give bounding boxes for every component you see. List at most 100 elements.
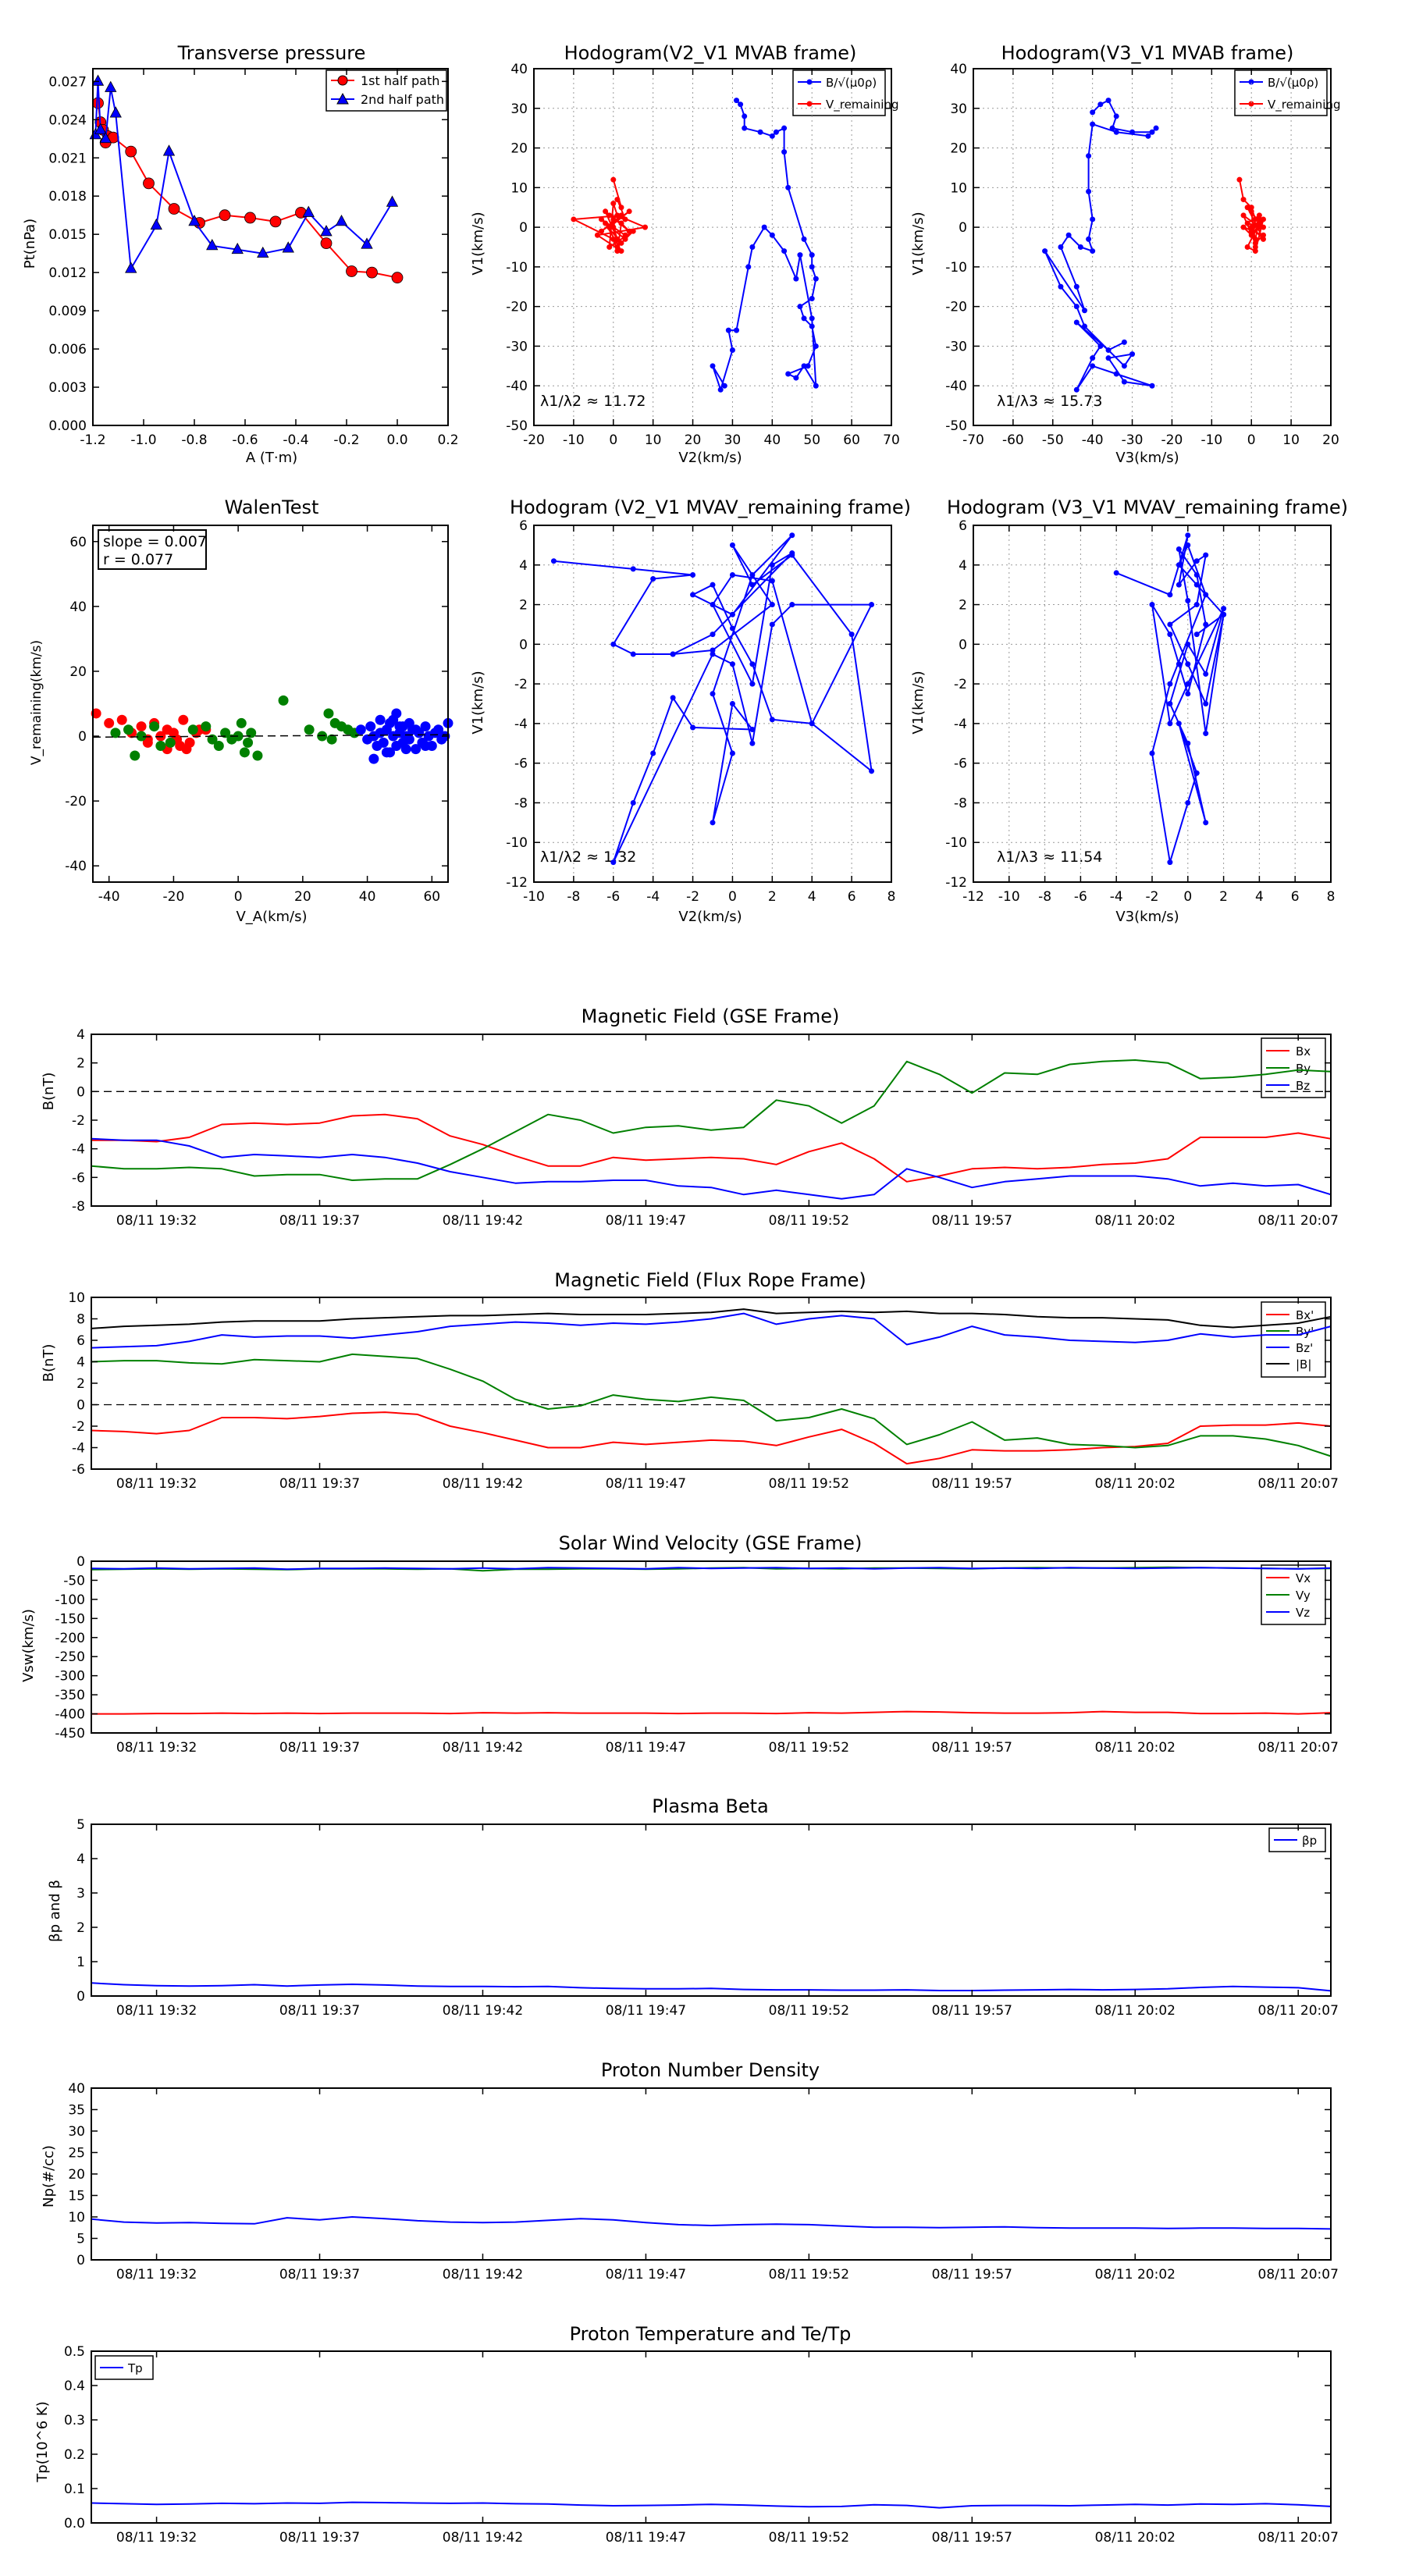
hodo1-xlabel: V2(km/s) [678,450,742,466]
transverse-series-1-point [320,237,333,250]
hodo1-series-1-point [809,323,815,329]
vsw-x-tick-label: 08/11 20:07 [1258,1740,1339,1756]
hodo1-x-tick-label: 40 [764,432,781,448]
transverse-series-2-point [109,106,122,118]
hodo2-series-2-point [1240,197,1247,203]
tp-x-tick-label: 08/11 20:02 [1095,2530,1176,2546]
hodo1-legend-2: V_remaining [826,98,899,112]
tp-x-tick-label: 08/11 19:42 [443,2530,523,2546]
hodo4-series-1-point [1203,592,1209,598]
transverse-series-1-point [168,203,180,215]
hodo1-series-1-point [729,347,735,354]
hodo3-x-tick-label: -8 [567,889,580,905]
hodo2-x-tick-label: 20 [1322,432,1339,448]
hodo3-series-1-point [749,740,756,746]
transverse-y-tick-label: 0.018 [48,189,87,205]
tp-x-tick-label: 08/11 19:57 [932,2530,1012,2546]
hodo3-series-1-point [729,611,735,617]
hodo1-series-1-point [742,125,748,131]
hodo2-series-2-point [1236,176,1243,183]
hodo4-series-1-point [1193,558,1200,564]
beta-y-tick-label: 4 [76,1852,85,1867]
bgse-series-2-line [91,1059,1332,1181]
hodo1-series-1-point [785,371,791,377]
hodo4-x-tick-label: -8 [1038,889,1051,905]
hodo2-series-1-point [1105,347,1112,354]
walen-x-tick-label: 20 [294,889,311,905]
hodo2-series-1-point [1113,129,1119,135]
walen-series-2-point [220,728,231,738]
walen-y-tick-label: -20 [65,794,87,809]
hodo4-x-tick-label: -6 [1074,889,1087,905]
hodo1-y-tick-label: 30 [510,101,528,117]
hodo3-series-1-point [690,571,696,578]
hodo4-series-1-point [1149,750,1155,756]
bgse-series-1-line [91,1113,1332,1183]
hodo1-series-1-point [793,375,799,381]
hodo2-series-1-point [1073,283,1080,290]
hodo1-legend-1: B/√(μ0ρ) [826,76,877,90]
hodo2-legend-1: B/√(μ0ρ) [1268,76,1318,90]
hodo1-series-1-point [813,343,819,349]
walen-series-2-point [317,731,328,742]
hodo3-series-1-point [729,750,735,756]
walen-series-2-point [213,741,224,752]
hodo2-series-1-point [1090,109,1096,116]
hodo2-y-tick-label: 10 [950,180,967,196]
hodo1-series-1-point [769,133,775,139]
np-x-tick-label: 08/11 19:57 [932,2267,1012,2282]
hodo4-x-tick-label: 2 [1219,889,1228,905]
hodo3-series-1-point [710,820,716,826]
transverse-x-tick-label: 0.2 [437,432,458,448]
hodo2-x-tick-label: -30 [1122,432,1144,448]
hodo4-series-1-point [1185,691,1191,697]
vsw-x-tick-label: 08/11 19:37 [279,1740,360,1756]
bgse-x-tick-label: 08/11 19:37 [279,1213,360,1229]
transverse-legend-2: 2nd half path [361,92,444,107]
bgse-series-3-line [91,1137,1332,1200]
transverse-series-1-point [269,215,282,228]
hodo1-series-1-point [809,315,815,322]
hodo2-series-1-point [1086,188,1092,194]
walen-series-2-point [187,724,198,735]
hodo3-series-1-point [610,641,617,647]
hodo3-x-tick-label: -10 [523,889,545,905]
hodo3-x-tick-label: -2 [686,889,699,905]
hodo1-series-1-point [797,304,803,310]
hodo2-y-tick-label: -50 [945,418,967,434]
hodo3-y-tick-label: -8 [514,795,528,811]
hodo3-series-1-point [749,681,756,687]
hodo2-series-2-point [1252,248,1258,254]
vsw-y-tick-label: 0 [76,1554,85,1570]
beta-x-tick-label: 08/11 19:32 [116,2003,197,2019]
transverse-series-1-point [219,209,231,222]
hodo3-series-1-point [869,602,875,608]
beta-title: Plasma Beta [652,1795,768,1817]
hodo4-series-1-point [1149,602,1155,608]
hodo1-y-tick-label: -10 [506,260,528,276]
transverse-series-1-point [391,272,404,284]
hodo2-series-1-point [1105,355,1112,361]
hodo1-series-1-point [757,129,763,135]
beta-x-tick-label: 08/11 20:07 [1258,2003,1339,2019]
hodo4-series-1-point [1176,720,1182,727]
hodo2-series-1-point [1097,101,1104,108]
hodo2-series-1-point [1077,244,1083,250]
hodo3-series-1-point [550,558,557,564]
transverse-series-2-point [94,123,107,134]
hodo4-series-1-point [1185,799,1191,806]
hodo3-series-1-point [610,859,617,866]
hodo4-series-1-point [1193,632,1200,638]
bgse-y-tick-label: 0 [76,1084,85,1100]
hodo4-series-1-point [1167,701,1173,706]
hodo1-series-2-point [622,216,628,222]
hodo3-y-tick-label: -4 [514,717,528,732]
hodo3-series-1-point [729,542,735,548]
bfr-legend [1261,1301,1326,1378]
hodo3-series-1-point [769,578,775,584]
walen-series-1-point [104,717,115,728]
legend-circle-marker [337,75,348,86]
hodo1-series-1-point [725,327,731,333]
transverse-y-tick-label: 0.012 [48,265,87,281]
walen-series-2-point [123,724,133,735]
